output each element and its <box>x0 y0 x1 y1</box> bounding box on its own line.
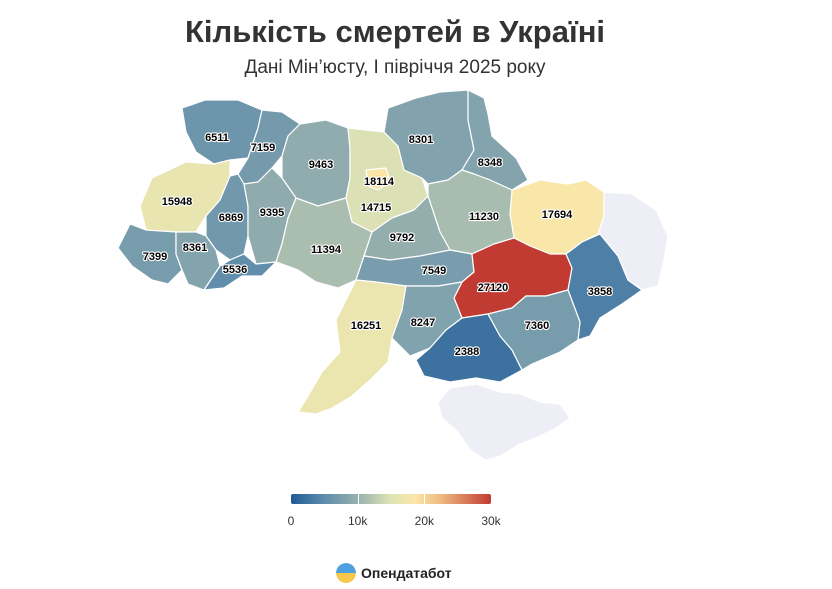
region-odesa[interactable] <box>297 279 407 415</box>
region-value-label-rivne: 7159 <box>251 142 275 154</box>
region-value-label-khmelnytskyi: 9395 <box>260 207 284 219</box>
region-value-label-kharkiv: 17694 <box>542 209 573 221</box>
legend-ticks: 0 10k 20k 30k <box>288 494 501 528</box>
region-value-label-donetsk: 3858 <box>588 286 612 298</box>
region-crimea[interactable] <box>437 383 571 461</box>
region-vinnytsia[interactable] <box>275 197 373 289</box>
legend-gradient-bar <box>291 494 491 504</box>
legend-tick-mark <box>357 494 359 504</box>
opendatabot-logo-icon <box>336 563 356 583</box>
region-value-label-chernivtsi: 5536 <box>223 264 247 276</box>
legend-tick-label: 0 <box>287 514 295 528</box>
region-value-label-kirovohrad: 7549 <box>422 265 446 277</box>
map-title: Кількість смертей в Україні <box>184 14 606 49</box>
color-legend: 0 10k 20k 30k <box>288 494 501 528</box>
region-value-label-mykolaiv: 8247 <box>411 317 435 329</box>
region-value-label-ivano-frankivsk: 8361 <box>183 242 207 254</box>
brand[interactable]: Опендатабот <box>336 563 452 583</box>
region-chernivtsi[interactable] <box>203 253 277 291</box>
region-value-label-zakarpattia: 7399 <box>143 251 167 263</box>
legend-tick-label: 20k <box>414 514 435 528</box>
region-value-label-kyiv-oblast: 14715 <box>361 202 392 214</box>
region-value-label-kyiv-city: 18114 <box>364 176 395 188</box>
legend-tick-label: 10k <box>347 514 368 528</box>
region-value-label-lviv: 15948 <box>162 196 193 208</box>
region-value-label-poltava: 11230 <box>469 211 499 223</box>
region-zaporizhzhia[interactable] <box>487 289 581 371</box>
brand-name: Опендатабот <box>361 565 452 581</box>
region-value-label-odesa: 16251 <box>351 320 382 332</box>
region-value-label-kherson: 2388 <box>455 346 479 358</box>
region-value-label-cherkasy: 9792 <box>390 232 414 244</box>
map-subtitle: Дані Мін’юсту, І півріччя 2025 року <box>244 57 546 78</box>
legend-tick-mark <box>424 494 426 504</box>
region-value-label-chernihiv: 8301 <box>409 134 433 146</box>
region-value-label-zaporizhzhia: 7360 <box>525 320 549 332</box>
region-zakarpattia[interactable] <box>117 223 183 285</box>
region-value-label-ternopil: 6869 <box>219 212 243 224</box>
legend-tick-label: 30k <box>481 514 501 528</box>
region-value-label-sumy: 8348 <box>478 157 502 169</box>
region-value-label-vinnytsia: 11394 <box>311 244 342 256</box>
region-value-label-volyn: 6511 <box>205 132 229 144</box>
region-kyiv-city[interactable] <box>365 167 391 191</box>
region-value-label-zhytomyr: 9463 <box>309 159 333 171</box>
region-luhansk[interactable] <box>597 191 669 291</box>
region-value-label-dnipro: 27120 <box>478 282 509 294</box>
